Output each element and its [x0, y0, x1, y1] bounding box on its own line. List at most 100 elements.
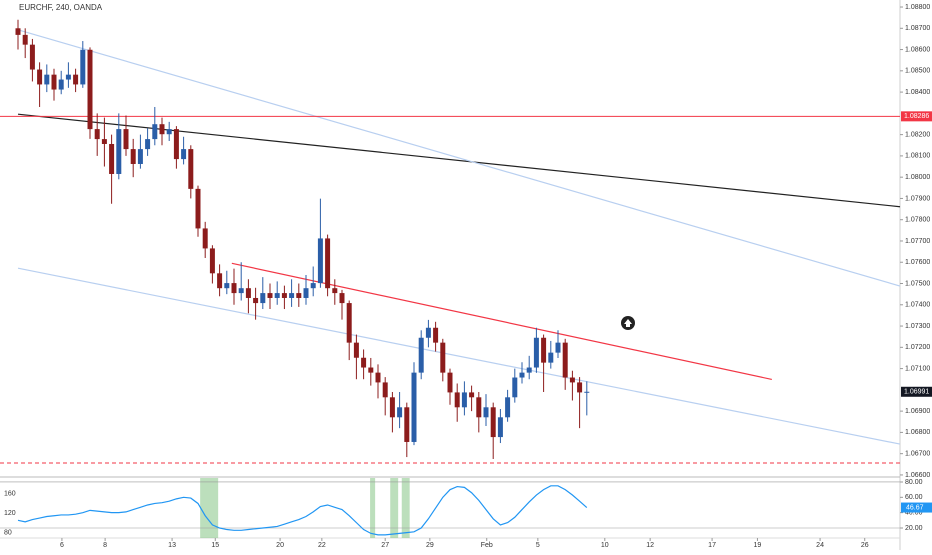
- candle-body: [469, 392, 475, 398]
- x-tick-label: 15: [211, 542, 219, 549]
- candle-body: [29, 44, 35, 70]
- x-tick-label: 19: [754, 542, 762, 549]
- y-tick-label: 1.07600: [905, 259, 930, 266]
- candle-body: [224, 283, 230, 289]
- highlight: [390, 478, 399, 538]
- candle-body: [188, 149, 194, 189]
- y-tick-label: 1.08700: [905, 25, 930, 32]
- candle-body: [433, 327, 439, 343]
- candle-body: [22, 34, 28, 45]
- y-tick-label: 1.07900: [905, 195, 930, 202]
- candle-body: [73, 74, 79, 85]
- y-tick-label: 1.07700: [905, 238, 930, 245]
- highlight: [370, 478, 376, 538]
- osc-left-tick-label: 80: [4, 530, 12, 537]
- candle-body: [346, 303, 352, 343]
- x-tick-label: 13: [168, 542, 176, 549]
- candle-body: [461, 392, 467, 408]
- candle-body: [238, 288, 244, 294]
- candle-body: [310, 283, 316, 289]
- y-tick-label: 1.06800: [905, 429, 930, 436]
- candle-body: [37, 69, 43, 85]
- chart-title: EURCHF, 240, OANDA: [19, 3, 103, 12]
- candle-body: [382, 382, 388, 398]
- candle-body: [145, 139, 151, 150]
- candle-body: [209, 248, 215, 274]
- candle-body: [87, 49, 93, 130]
- candle-body: [166, 129, 172, 135]
- candle-body: [505, 397, 511, 418]
- candle-body: [267, 293, 273, 298]
- candle-body: [152, 124, 158, 140]
- candle-body: [476, 397, 482, 418]
- candle-body: [130, 149, 136, 164]
- y-tick-label: 1.06700: [905, 451, 930, 458]
- candle-body: [389, 397, 395, 418]
- y-tick-label: 1.08500: [905, 68, 930, 75]
- candle-body: [325, 238, 331, 289]
- osc-last-label: 46.67: [906, 504, 924, 511]
- y-tick-label: 1.08400: [905, 89, 930, 96]
- x-tick-label: 6: [60, 542, 64, 549]
- trend-line: [17, 29, 901, 287]
- candle-body: [231, 283, 237, 294]
- candle-body: [411, 372, 417, 442]
- y-tick-label: 1.08800: [905, 4, 930, 11]
- x-tick-label: 22: [318, 542, 326, 549]
- candle-body: [296, 293, 302, 298]
- x-tick-label: 20: [276, 542, 284, 549]
- candle-body: [555, 342, 561, 353]
- candle-body: [116, 129, 122, 174]
- level-label-box: [901, 111, 932, 122]
- y-tick-label: 1.07400: [905, 302, 930, 309]
- y-tick-label: 1.08200: [905, 131, 930, 138]
- y-tick-label: 1.07100: [905, 365, 930, 372]
- candle-body: [281, 293, 287, 298]
- candle-body: [541, 337, 547, 363]
- osc-tick-label: 80.00: [905, 479, 923, 486]
- candle-body: [339, 293, 345, 304]
- candle-body: [440, 342, 446, 373]
- candle-body: [159, 124, 165, 135]
- up-arrow-icon[interactable]: [621, 316, 635, 330]
- candle-body: [418, 337, 424, 373]
- osc-left-tick-label: 120: [4, 510, 16, 517]
- candle-body: [123, 129, 129, 150]
- candle-body: [317, 238, 323, 284]
- y-tick-label: 1.07800: [905, 217, 930, 224]
- candle-body: [253, 297, 259, 304]
- candle-body: [519, 372, 525, 378]
- y-tick-label: 1.06900: [905, 408, 930, 415]
- candle-body: [245, 288, 251, 298]
- candle-body: [58, 79, 64, 90]
- x-tick-label: 17: [708, 542, 716, 549]
- candle-body: [447, 372, 453, 393]
- osc-last-box: [901, 502, 932, 513]
- candle-body: [51, 74, 57, 90]
- x-tick-label: 26: [861, 542, 869, 549]
- x-tick-label: 24: [816, 542, 824, 549]
- trend-line: [17, 113, 901, 208]
- candle-body: [65, 74, 71, 80]
- y-tick-label: 1.08600: [905, 46, 930, 53]
- x-tick-label: 5: [536, 542, 540, 549]
- osc-tick-label: 20.00: [905, 525, 923, 532]
- highlight: [401, 478, 410, 538]
- candle-body: [526, 367, 532, 373]
- candle-body: [274, 293, 280, 298]
- x-tick-label: Feb: [481, 542, 493, 549]
- candle-body: [533, 337, 539, 368]
- candle-body: [80, 49, 86, 85]
- osc-tick-label: 60.00: [905, 494, 923, 501]
- trend-line: [17, 267, 901, 445]
- candle-body: [368, 367, 374, 373]
- y-tick-label: 1.08100: [905, 153, 930, 160]
- y-tick-label: 1.07300: [905, 323, 930, 330]
- candle-body: [361, 357, 367, 368]
- x-tick-label: 27: [381, 542, 389, 549]
- candle-body: [577, 382, 583, 393]
- level-label: 1.08286: [904, 113, 929, 120]
- candle-body: [483, 407, 489, 418]
